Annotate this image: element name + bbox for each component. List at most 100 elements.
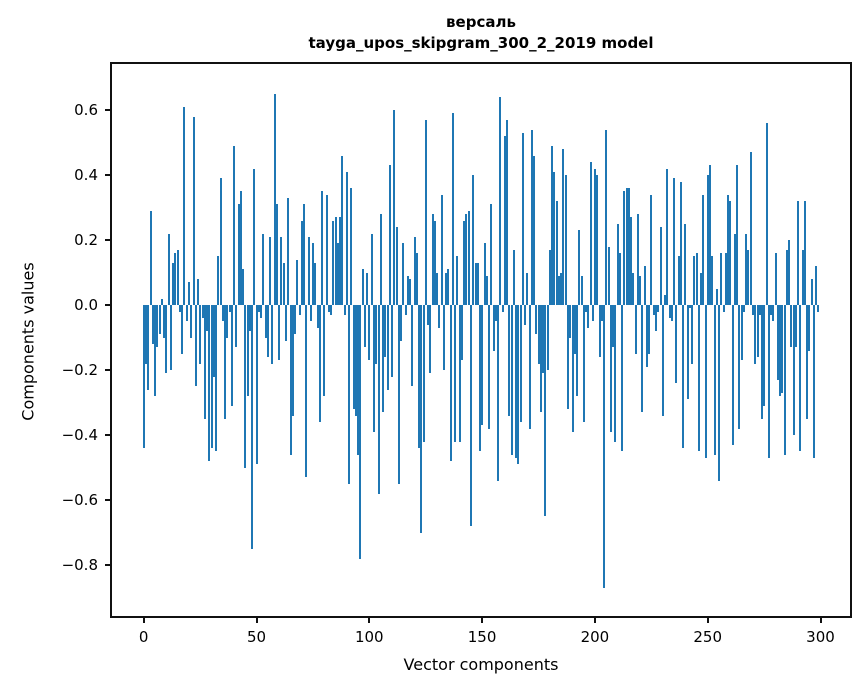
bar xyxy=(742,305,745,312)
bar xyxy=(600,305,603,322)
bar xyxy=(237,204,240,305)
bar xyxy=(203,305,206,419)
bar xyxy=(497,305,499,481)
bar xyxy=(361,269,364,305)
bar xyxy=(551,145,554,305)
bar xyxy=(664,295,666,305)
bar xyxy=(442,305,445,371)
bar xyxy=(526,272,529,306)
bar xyxy=(174,253,177,306)
bar xyxy=(654,305,657,332)
bar xyxy=(181,305,184,354)
bar xyxy=(197,279,199,306)
bar xyxy=(354,305,357,416)
bar xyxy=(636,214,639,306)
bar xyxy=(431,214,434,306)
bar xyxy=(469,305,472,527)
bar xyxy=(542,305,545,374)
bar xyxy=(488,305,490,429)
bar xyxy=(359,305,362,559)
bar xyxy=(544,305,547,517)
y-tick-mark xyxy=(105,499,110,501)
x-tick-mark xyxy=(819,618,822,623)
bar xyxy=(580,275,583,305)
bar xyxy=(260,305,263,319)
x-tick-label: 300 xyxy=(806,628,835,646)
bar xyxy=(481,305,484,426)
bar xyxy=(733,233,736,306)
bar xyxy=(323,305,326,397)
bar xyxy=(433,220,436,306)
bar xyxy=(230,305,233,406)
bar xyxy=(702,194,705,306)
bar xyxy=(483,243,486,305)
bar xyxy=(700,272,703,306)
bar xyxy=(693,256,696,305)
bar xyxy=(815,266,818,306)
bar xyxy=(145,305,148,364)
bar xyxy=(578,230,581,305)
y-tick-label: 0.0 xyxy=(74,296,98,315)
bar xyxy=(659,227,662,306)
bar xyxy=(402,243,405,305)
bar xyxy=(246,305,249,397)
bar xyxy=(564,175,567,306)
bar xyxy=(587,305,590,328)
bar xyxy=(494,305,497,322)
bar xyxy=(160,298,163,306)
bar xyxy=(163,305,166,338)
bar xyxy=(539,305,542,413)
bar xyxy=(779,305,781,397)
bar xyxy=(788,240,790,306)
bar xyxy=(411,305,414,387)
x-tick-label: 250 xyxy=(693,628,722,646)
bar xyxy=(418,305,421,449)
y-tick-mark xyxy=(105,239,110,242)
bar xyxy=(501,305,504,312)
bar xyxy=(641,305,644,413)
bar xyxy=(736,165,739,305)
bar xyxy=(585,305,587,312)
bar xyxy=(711,256,714,305)
bar xyxy=(316,305,319,328)
bar xyxy=(312,243,314,305)
bar xyxy=(763,305,766,406)
bar xyxy=(370,233,373,306)
bar xyxy=(632,272,635,306)
bar xyxy=(420,305,423,533)
bar xyxy=(382,305,384,413)
bar xyxy=(368,305,371,361)
y-tick-mark xyxy=(105,174,110,177)
bar xyxy=(427,305,430,325)
bar xyxy=(257,305,260,312)
bar xyxy=(758,305,761,315)
bar xyxy=(341,155,344,306)
bar xyxy=(625,188,628,306)
bar xyxy=(623,191,626,305)
bar xyxy=(605,129,608,306)
bar xyxy=(422,305,425,442)
bar xyxy=(397,305,400,484)
bar xyxy=(573,305,576,354)
bar xyxy=(375,305,378,364)
bar xyxy=(343,305,346,315)
bar xyxy=(307,236,310,305)
bar xyxy=(208,305,211,462)
bar xyxy=(479,305,481,452)
chart-title: версаль tayga_upos_skipgram_300_2_2019 m… xyxy=(110,12,852,54)
bar xyxy=(490,204,493,305)
bar xyxy=(357,305,360,455)
bar xyxy=(224,305,226,419)
bar xyxy=(451,113,454,305)
x-tick-label: 200 xyxy=(580,628,610,646)
bar xyxy=(185,305,188,322)
bar xyxy=(756,305,759,358)
bar xyxy=(275,204,278,305)
x-tick-label: 50 xyxy=(246,628,267,646)
bar xyxy=(395,227,398,306)
bar xyxy=(303,204,305,305)
bar xyxy=(352,305,355,410)
bar xyxy=(806,305,809,419)
bar xyxy=(557,275,560,305)
bar xyxy=(165,305,168,374)
